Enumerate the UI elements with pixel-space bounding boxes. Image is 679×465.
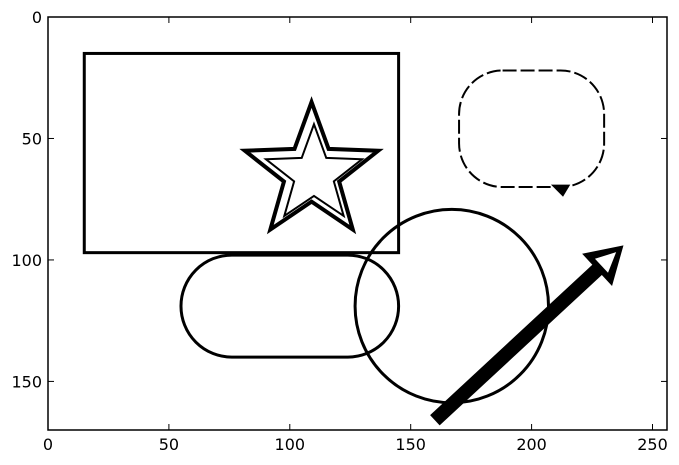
speech-bubble-tail: [550, 184, 571, 197]
x-tick-label: 50: [159, 435, 179, 454]
x-axis: 0 50 100 150 200 250: [43, 17, 668, 454]
x-tick-label: 150: [395, 435, 426, 454]
rectangle-shape: [82, 51, 401, 255]
star-shape: [239, 96, 384, 235]
y-axis: 0 50 100 150: [11, 8, 667, 391]
arrow-head-inner: [594, 252, 617, 273]
plot-background: [48, 17, 667, 430]
x-tick-label: 100: [275, 435, 306, 454]
y-tick-label: 50: [22, 129, 42, 148]
x-tick-label: 250: [637, 435, 668, 454]
star-inner-outline: [263, 121, 365, 219]
pill-shape: [179, 253, 401, 359]
x-tick-label: 200: [516, 435, 547, 454]
y-tick-label: 150: [11, 372, 42, 391]
y-tick-label: 0: [32, 8, 42, 27]
diagram-shapes: [82, 51, 624, 426]
x-tick-label: 0: [43, 435, 53, 454]
y-tick-label: 100: [11, 251, 42, 270]
arrow-shape: [430, 245, 624, 426]
plot-frame: [47, 16, 668, 431]
